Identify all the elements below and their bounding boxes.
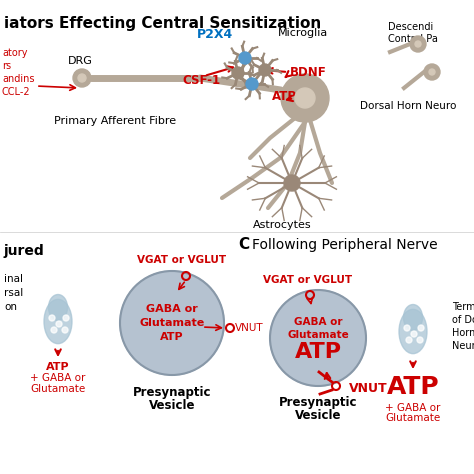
Circle shape xyxy=(424,64,440,80)
Text: CCL-2: CCL-2 xyxy=(2,87,31,97)
Text: atory: atory xyxy=(2,48,27,58)
Text: Glutamate: Glutamate xyxy=(287,330,349,340)
Text: ATP: ATP xyxy=(272,90,297,102)
Circle shape xyxy=(284,175,300,191)
Circle shape xyxy=(78,74,86,82)
Text: VNUT: VNUT xyxy=(349,382,388,394)
Text: iators Effecting Central Sensitization: iators Effecting Central Sensitization xyxy=(4,16,321,31)
Ellipse shape xyxy=(403,304,422,330)
Circle shape xyxy=(404,325,410,331)
Circle shape xyxy=(56,321,62,327)
Text: ATP: ATP xyxy=(387,375,439,399)
Text: Astrocytes: Astrocytes xyxy=(253,220,311,230)
Circle shape xyxy=(232,67,244,79)
Text: Glutamate: Glutamate xyxy=(139,318,205,328)
Text: CSF-1: CSF-1 xyxy=(182,73,220,86)
Text: Following Peripheral Nerve: Following Peripheral Nerve xyxy=(252,238,438,252)
Text: Vesicle: Vesicle xyxy=(295,409,341,422)
Text: andins: andins xyxy=(2,74,35,84)
Text: Glutamate: Glutamate xyxy=(385,413,441,423)
Circle shape xyxy=(62,327,68,333)
Text: of Dors: of Dors xyxy=(452,315,474,325)
Circle shape xyxy=(239,52,251,64)
Text: jured: jured xyxy=(4,244,45,258)
Text: Microglia: Microglia xyxy=(278,28,328,38)
Text: Horn: Horn xyxy=(452,328,474,338)
Ellipse shape xyxy=(48,294,67,320)
Text: P2X4: P2X4 xyxy=(197,28,233,41)
Text: C: C xyxy=(238,237,249,252)
Text: Control Pa: Control Pa xyxy=(388,34,438,44)
Circle shape xyxy=(246,78,258,90)
Circle shape xyxy=(415,41,421,47)
Ellipse shape xyxy=(399,310,427,354)
Text: + GABA or: + GABA or xyxy=(385,403,441,413)
Circle shape xyxy=(411,331,417,337)
Text: rs: rs xyxy=(2,61,11,71)
Circle shape xyxy=(410,36,426,52)
Text: GABA or: GABA or xyxy=(146,304,198,314)
Circle shape xyxy=(418,325,424,331)
Text: rsal: rsal xyxy=(4,288,23,298)
Text: Dorsal Horn Neuro: Dorsal Horn Neuro xyxy=(360,101,456,111)
Circle shape xyxy=(259,64,271,76)
Text: DRG: DRG xyxy=(68,56,92,66)
Text: inal: inal xyxy=(4,274,23,284)
Text: Primary Afferent Fibre: Primary Afferent Fibre xyxy=(54,116,176,126)
Text: Termin: Termin xyxy=(452,302,474,312)
Text: GABA or: GABA or xyxy=(294,317,342,327)
Text: ATP: ATP xyxy=(294,342,341,362)
Circle shape xyxy=(73,69,91,87)
Circle shape xyxy=(120,271,224,375)
Circle shape xyxy=(63,315,69,321)
Text: BDNF: BDNF xyxy=(290,65,327,79)
Text: on: on xyxy=(4,302,17,312)
Text: Neuron: Neuron xyxy=(452,341,474,351)
Text: VNUT: VNUT xyxy=(235,323,264,333)
Text: Presynaptic: Presynaptic xyxy=(279,396,357,409)
Circle shape xyxy=(49,315,55,321)
Text: + GABA or: + GABA or xyxy=(30,373,86,383)
Text: VGAT or VGLUT: VGAT or VGLUT xyxy=(264,275,353,285)
Text: ATP: ATP xyxy=(46,362,70,372)
Text: Presynaptic: Presynaptic xyxy=(133,386,211,399)
Text: ATP: ATP xyxy=(160,332,184,342)
Text: VGAT or VGLUT: VGAT or VGLUT xyxy=(137,255,227,265)
Text: Vesicle: Vesicle xyxy=(149,399,195,412)
Text: Glutamate: Glutamate xyxy=(30,384,86,394)
Circle shape xyxy=(281,74,329,122)
Circle shape xyxy=(417,337,423,343)
Circle shape xyxy=(429,69,435,75)
Circle shape xyxy=(270,290,366,386)
Ellipse shape xyxy=(44,300,72,344)
Circle shape xyxy=(406,337,412,343)
Circle shape xyxy=(51,327,57,333)
Circle shape xyxy=(295,88,315,108)
Text: Descendi: Descendi xyxy=(388,22,433,32)
